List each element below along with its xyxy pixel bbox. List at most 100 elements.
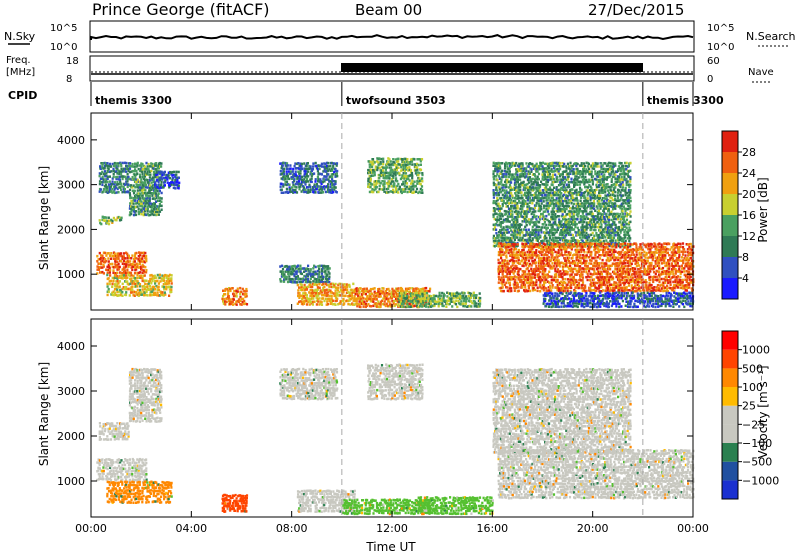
data-cell — [493, 226, 496, 229]
data-cell — [383, 294, 386, 298]
data-cell — [308, 297, 311, 300]
data-cell — [455, 299, 458, 302]
data-cell — [320, 162, 323, 166]
data-cell — [323, 264, 326, 268]
data-cell — [328, 277, 331, 280]
data-cell — [403, 299, 406, 303]
data-cell — [569, 164, 572, 168]
data-cell — [519, 178, 522, 181]
data-cell — [282, 185, 285, 188]
data-cell — [565, 239, 568, 242]
data-cell — [405, 296, 409, 300]
data-cell — [538, 167, 542, 171]
data-cell — [512, 205, 515, 208]
data-cell — [294, 275, 297, 279]
data-cell — [601, 189, 604, 192]
data-cell — [545, 162, 548, 166]
data-cell — [322, 275, 325, 279]
data-cell — [102, 162, 105, 165]
data-cell — [371, 188, 374, 191]
data-cell — [129, 162, 132, 165]
data-cell — [284, 191, 287, 194]
data-cell — [597, 197, 600, 200]
data-cell — [111, 188, 114, 191]
data-cell — [146, 179, 149, 182]
data-cell — [160, 176, 163, 179]
data-cell — [593, 228, 596, 232]
data-cell — [118, 172, 121, 175]
data-cell — [599, 217, 602, 221]
data-cell — [147, 173, 150, 176]
data-cell — [105, 254, 108, 257]
data-cell — [588, 173, 592, 176]
data-cell — [309, 274, 312, 278]
data-cell — [318, 191, 321, 194]
data-cell — [597, 209, 601, 213]
data-cell — [515, 183, 518, 186]
data-cell — [150, 273, 153, 277]
data-cell — [527, 172, 530, 176]
data-cell — [542, 206, 546, 210]
data-cell — [137, 258, 140, 261]
data-cell — [531, 217, 534, 221]
data-cell — [119, 271, 122, 274]
data-cell — [120, 188, 123, 191]
data-cell — [501, 199, 504, 202]
data-cell — [150, 202, 153, 205]
data-cell — [224, 303, 227, 306]
data-cell — [291, 177, 294, 180]
data-cell — [502, 175, 505, 178]
data-cell — [101, 165, 104, 168]
data-cell — [571, 218, 574, 222]
data-cell — [499, 162, 503, 165]
data-cell — [364, 297, 367, 301]
data-cell — [571, 207, 574, 210]
data-cell — [98, 262, 101, 265]
data-cell — [300, 183, 303, 186]
data-cell — [106, 221, 109, 224]
data-cell — [558, 205, 561, 208]
data-cell — [371, 183, 374, 186]
data-cell — [299, 169, 302, 172]
data-cell — [492, 170, 495, 173]
data-cell — [404, 157, 407, 161]
data-cell — [565, 231, 568, 235]
data-cell — [421, 173, 424, 177]
data-cell — [558, 218, 561, 221]
data-cell — [176, 178, 179, 182]
data-cell — [519, 183, 522, 186]
data-cell — [538, 218, 541, 221]
data-cell — [507, 186, 510, 189]
data-cell — [531, 202, 534, 205]
data-cell — [145, 293, 148, 297]
data-cell — [111, 219, 114, 223]
data-cell — [380, 171, 383, 174]
data-cell — [516, 224, 519, 227]
data-cell — [566, 220, 569, 223]
data-cell — [313, 291, 316, 294]
data-cell — [509, 194, 512, 198]
data-cell — [135, 291, 138, 294]
data-cell — [233, 289, 236, 293]
data-cell — [341, 283, 345, 287]
data-cell — [567, 175, 570, 178]
data-cell — [315, 294, 318, 298]
data-cell — [113, 291, 116, 294]
data-cell — [614, 204, 617, 208]
data-cell — [145, 202, 148, 205]
data-cell — [293, 273, 296, 276]
data-cell — [128, 167, 132, 170]
data-cell — [595, 185, 598, 189]
data-cell — [595, 165, 598, 168]
data-cell — [409, 294, 412, 298]
data-cell — [334, 286, 337, 289]
data-cell — [542, 178, 545, 181]
data-cell — [165, 285, 168, 289]
data-cell — [398, 163, 401, 166]
data-cell — [545, 176, 548, 179]
data-cell — [373, 161, 376, 164]
data-cell — [470, 305, 473, 308]
data-cell — [515, 161, 518, 165]
data-cell — [496, 178, 499, 182]
data-cell — [401, 168, 404, 171]
